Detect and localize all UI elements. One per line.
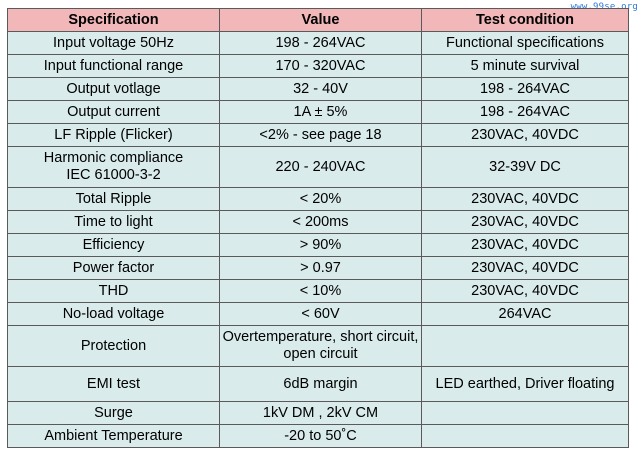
condition-cell: 198 - 264VAC: [421, 77, 629, 101]
value-cell: 198 - 264VAC: [219, 31, 422, 55]
condition-cell: 230VAC, 40VDC: [421, 210, 629, 234]
condition-cell: 198 - 264VAC: [421, 100, 629, 124]
spec-cell: Output current: [7, 100, 220, 124]
spec-cell: Input functional range: [7, 54, 220, 78]
header-row: Specification Value Test condition: [7, 8, 629, 32]
condition-cell: 230VAC, 40VDC: [421, 123, 629, 147]
spec-cell: Ambient Temperature: [7, 424, 220, 448]
spec-cell: Input voltage 50Hz: [7, 31, 220, 55]
spec-cell: LF Ripple (Flicker): [7, 123, 220, 147]
condition-cell: 230VAC, 40VDC: [421, 233, 629, 257]
spec-cell: EMI test: [7, 366, 220, 402]
table-row: Time to light < 200ms 230VAC, 40VDC: [7, 210, 629, 234]
value-cell: 6dB margin: [219, 366, 422, 402]
value-cell: < 10%: [219, 279, 422, 303]
table-row: Power factor > 0.97 230VAC, 40VDC: [7, 256, 629, 280]
spec-cell: Surge: [7, 401, 220, 425]
condition-cell: [421, 401, 629, 425]
value-cell: < 60V: [219, 302, 422, 326]
value-cell: 32 - 40V: [219, 77, 422, 101]
condition-cell: 230VAC, 40VDC: [421, 256, 629, 280]
table-row: Harmonic compliance IEC 61000-3-2 220 - …: [7, 146, 629, 188]
table-row: Surge 1kV DM , 2kV CM: [7, 401, 629, 425]
specification-table: Specification Value Test condition Input…: [7, 8, 629, 448]
watermark: www.99se.org: [570, 2, 638, 12]
value-cell: 1A ± 5%: [219, 100, 422, 124]
condition-cell: 32-39V DC: [421, 146, 629, 188]
table-row: Efficiency > 90% 230VAC, 40VDC: [7, 233, 629, 257]
table-row: Input voltage 50Hz 198 - 264VAC Function…: [7, 31, 629, 55]
value-cell: 170 - 320VAC: [219, 54, 422, 78]
spec-cell: Efficiency: [7, 233, 220, 257]
condition-cell: 230VAC, 40VDC: [421, 279, 629, 303]
spec-cell: Protection: [7, 325, 220, 367]
condition-cell: 230VAC, 40VDC: [421, 187, 629, 211]
table-row: Input functional range 170 - 320VAC 5 mi…: [7, 54, 629, 78]
spec-cell: Total Ripple: [7, 187, 220, 211]
spec-cell: No-load voltage: [7, 302, 220, 326]
header-specification: Specification: [7, 8, 220, 32]
condition-cell: Functional specifications: [421, 31, 629, 55]
value-cell: -20 to 50˚C: [219, 424, 422, 448]
spec-cell: Time to light: [7, 210, 220, 234]
table-row: Output votlage 32 - 40V 198 - 264VAC: [7, 77, 629, 101]
table-row: No-load voltage < 60V 264VAC: [7, 302, 629, 326]
table-row: Protection Overtemperature, short circui…: [7, 325, 629, 367]
table-row: THD < 10% 230VAC, 40VDC: [7, 279, 629, 303]
condition-cell: LED earthed, Driver floating: [421, 366, 629, 402]
spec-cell: Output votlage: [7, 77, 220, 101]
value-cell: 220 - 240VAC: [219, 146, 422, 188]
header-value: Value: [219, 8, 422, 32]
value-cell: > 0.97: [219, 256, 422, 280]
value-cell: Overtemperature, short circuit, open cir…: [219, 325, 422, 367]
table-row: LF Ripple (Flicker) <2% - see page 18 23…: [7, 123, 629, 147]
condition-cell: [421, 424, 629, 448]
table-row: EMI test 6dB margin LED earthed, Driver …: [7, 366, 629, 402]
value-cell: < 200ms: [219, 210, 422, 234]
value-cell: > 90%: [219, 233, 422, 257]
table-row: Output current 1A ± 5% 198 - 264VAC: [7, 100, 629, 124]
condition-cell: 264VAC: [421, 302, 629, 326]
table-row: Ambient Temperature -20 to 50˚C: [7, 424, 629, 448]
spec-cell: THD: [7, 279, 220, 303]
header-test-condition: Test condition: [421, 8, 629, 32]
value-cell: 1kV DM , 2kV CM: [219, 401, 422, 425]
spec-cell: Harmonic compliance IEC 61000-3-2: [7, 146, 220, 188]
spec-cell: Power factor: [7, 256, 220, 280]
condition-cell: 5 minute survival: [421, 54, 629, 78]
value-cell: <2% - see page 18: [219, 123, 422, 147]
table-row: Total Ripple < 20% 230VAC, 40VDC: [7, 187, 629, 211]
value-cell: < 20%: [219, 187, 422, 211]
condition-cell: [421, 325, 629, 367]
